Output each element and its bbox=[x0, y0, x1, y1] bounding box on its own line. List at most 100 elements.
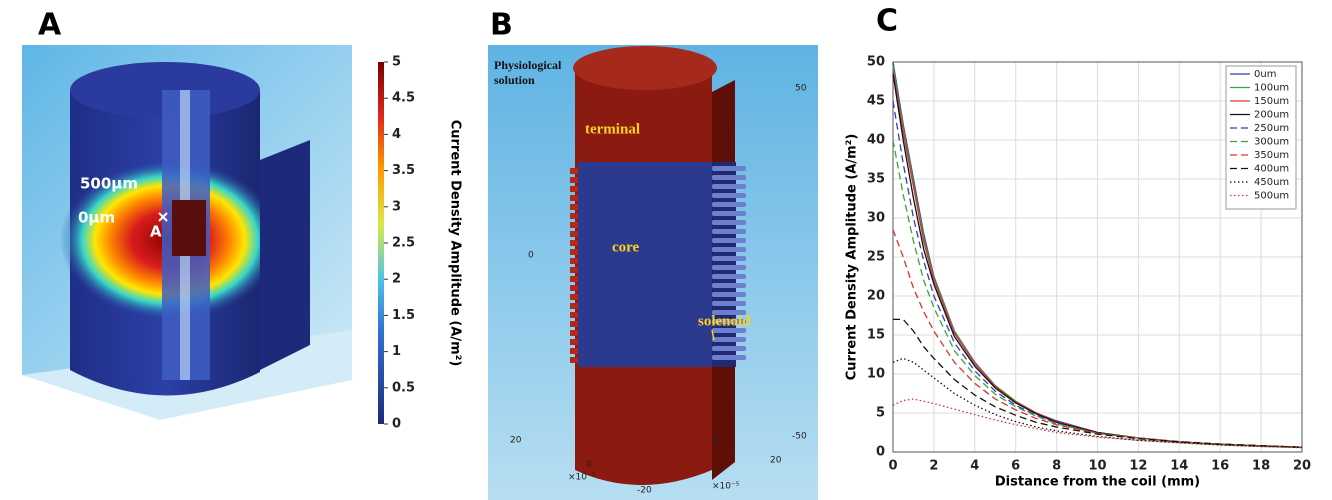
coil bbox=[172, 200, 206, 256]
colorbar-tick-label: 1 bbox=[392, 344, 401, 359]
y-tick-label: 40 bbox=[867, 133, 885, 148]
x-tick-label: 2 bbox=[929, 459, 938, 474]
turn bbox=[712, 166, 746, 171]
axis-label: 0 bbox=[712, 438, 718, 448]
turn bbox=[570, 303, 578, 309]
axis-label: 50 bbox=[795, 84, 807, 94]
x-tick-label: 4 bbox=[970, 459, 979, 474]
x-tick-label: 0 bbox=[888, 459, 897, 474]
y-tick-label: 45 bbox=[867, 94, 885, 109]
y-tick-label: 5 bbox=[876, 406, 885, 421]
colorbar-tick-label: 1.5 bbox=[392, 308, 415, 323]
series-line bbox=[892, 357, 1303, 448]
axis-label: 20 bbox=[510, 436, 522, 446]
series-line bbox=[892, 398, 1303, 449]
colorbar-tick-label: 3 bbox=[392, 199, 401, 214]
turn bbox=[712, 274, 746, 279]
turn bbox=[712, 184, 746, 189]
legend-label: 200um bbox=[1254, 110, 1289, 121]
turn bbox=[712, 193, 746, 198]
annotation: core bbox=[612, 239, 640, 255]
panel-a-scene bbox=[22, 45, 384, 424]
turn bbox=[570, 258, 578, 264]
turn bbox=[570, 357, 578, 363]
axis-label: 20 bbox=[770, 456, 782, 466]
turn bbox=[712, 328, 746, 333]
turn bbox=[570, 177, 578, 183]
panel-label: A bbox=[38, 8, 62, 43]
turn bbox=[570, 186, 578, 192]
turn bbox=[712, 247, 746, 252]
legend-label: 150um bbox=[1254, 96, 1289, 107]
x-tick-label: 14 bbox=[1170, 459, 1188, 474]
legend-box bbox=[1225, 65, 1297, 210]
panel-b-scene bbox=[488, 45, 818, 500]
cylinder-top bbox=[573, 46, 717, 90]
legend-label: 350um bbox=[1254, 150, 1289, 161]
solenoid-turns bbox=[570, 166, 746, 363]
marker-stroke bbox=[158, 212, 168, 222]
turn bbox=[712, 355, 746, 360]
turn bbox=[712, 337, 746, 342]
turn bbox=[570, 285, 578, 291]
core-side bbox=[712, 162, 736, 367]
turn bbox=[712, 319, 746, 324]
axis-label: 0 bbox=[586, 460, 592, 470]
y-axis-label: Current Density Amplitude (A/m²) bbox=[845, 134, 860, 381]
turn bbox=[570, 330, 578, 336]
turn bbox=[570, 222, 578, 228]
turn bbox=[570, 213, 578, 219]
colorbar-tick-label: 0 bbox=[392, 417, 401, 432]
turn bbox=[570, 312, 578, 318]
turn bbox=[570, 321, 578, 327]
turn bbox=[570, 294, 578, 300]
legend-label: 100um bbox=[1254, 83, 1289, 94]
turn bbox=[712, 346, 746, 351]
annotation: A bbox=[150, 223, 162, 241]
x-tick-label: 10 bbox=[1088, 459, 1106, 474]
legend-label: 400um bbox=[1254, 164, 1289, 175]
annotation-line: solution bbox=[494, 73, 535, 87]
y-tick-label: 15 bbox=[867, 328, 885, 343]
y-tick-label: 20 bbox=[867, 289, 885, 304]
turn bbox=[712, 283, 746, 288]
colorbar-tick-label: 2.5 bbox=[392, 236, 415, 251]
colorbar-tick-label: 4.5 bbox=[392, 91, 415, 106]
y-tick-label: 10 bbox=[867, 367, 885, 382]
point-marker bbox=[158, 212, 168, 222]
turn bbox=[570, 204, 578, 210]
legend-label: 0um bbox=[1254, 69, 1276, 80]
turn bbox=[712, 220, 746, 225]
turn bbox=[570, 339, 578, 345]
colorbar-tick-label: 3.5 bbox=[392, 163, 415, 178]
turn bbox=[570, 231, 578, 237]
legend-label: 250um bbox=[1254, 123, 1289, 134]
turn bbox=[570, 276, 578, 282]
turn bbox=[712, 175, 746, 180]
y-tick-label: 30 bbox=[867, 211, 885, 226]
annotation: Physiological solution bbox=[494, 58, 562, 87]
turn bbox=[712, 310, 746, 315]
colorbar-tick-label: 4 bbox=[392, 127, 401, 142]
x-tick-label: 16 bbox=[1211, 459, 1229, 474]
turn bbox=[712, 202, 746, 207]
legend-label: 450um bbox=[1254, 177, 1289, 188]
turn bbox=[712, 292, 746, 297]
annotation: 0µm bbox=[78, 209, 115, 227]
axis-label: 0 bbox=[528, 251, 534, 261]
annotation: terminal bbox=[585, 121, 640, 137]
y-tick-label: 25 bbox=[867, 250, 885, 265]
legend-label: 500um bbox=[1254, 191, 1289, 202]
colorbar bbox=[378, 62, 384, 424]
turn bbox=[712, 238, 746, 243]
series-line bbox=[892, 139, 1303, 448]
axis-label: ×10⁻⁵ bbox=[568, 473, 596, 483]
plot-frame bbox=[892, 61, 1303, 453]
colorbar-title: Current Density Amplitude (A/m²) bbox=[448, 120, 463, 367]
panel-label: B bbox=[490, 8, 513, 43]
y-tick-label: 35 bbox=[867, 172, 885, 187]
x-axis-label: Distance from the coil (mm) bbox=[995, 475, 1200, 490]
x-tick-label: 8 bbox=[1052, 459, 1061, 474]
turn bbox=[570, 168, 578, 174]
